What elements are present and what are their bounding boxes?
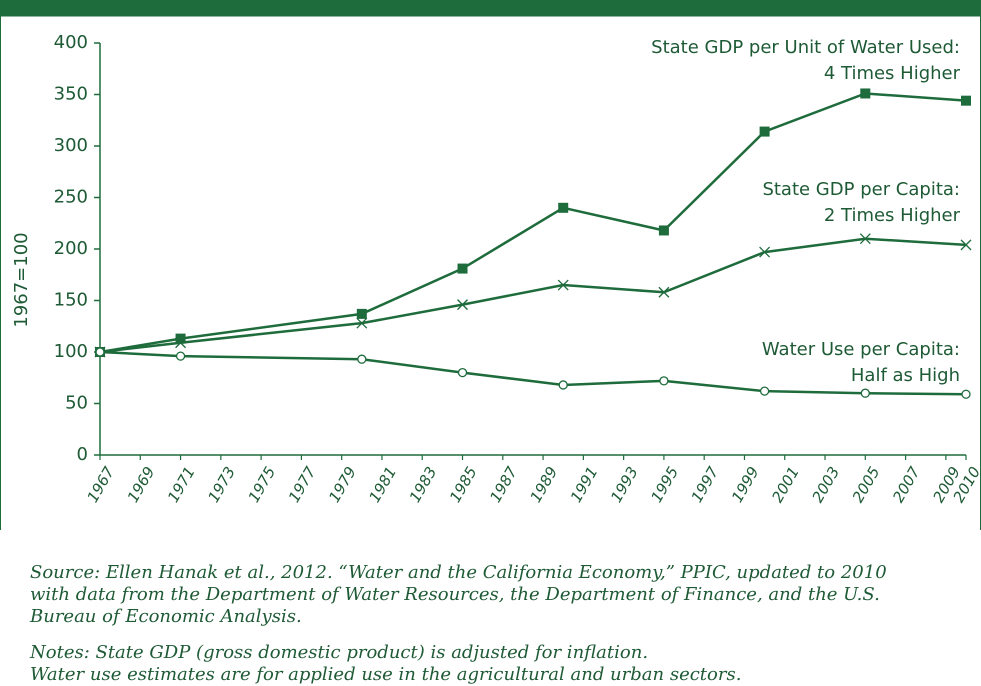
y-axis-label: 1967=100: [11, 232, 32, 327]
marker: [175, 351, 186, 361]
header-bar: [0, 0, 981, 16]
x-tick-label: 1979: [325, 464, 360, 506]
x-tick-label: 1985: [446, 464, 481, 506]
marker: [658, 286, 670, 298]
y-tick-label: 50: [65, 393, 88, 414]
marker: [175, 333, 186, 344]
marker: [175, 337, 187, 349]
marker: [457, 367, 468, 378]
x-tick-label: 1991: [567, 464, 602, 506]
x-tick-label: 2007: [889, 463, 924, 505]
footer-line: Source: Ellen Hanak et al., 2012. “Water…: [30, 562, 887, 583]
marker: [960, 239, 972, 251]
marker: [659, 376, 669, 386]
x-tick-label: 2003: [809, 464, 844, 506]
x-tick-label: 1997: [688, 463, 723, 505]
y-tick-label: 200: [54, 238, 88, 259]
footer-line: Water use estimates are for applied use …: [30, 664, 742, 685]
marker: [658, 225, 669, 236]
footer-line: Notes: State GDP (gross domestic product…: [30, 642, 649, 663]
y-tick-label: 350: [54, 84, 88, 105]
marker: [759, 386, 770, 396]
annotation: State GDP per Capita:: [762, 179, 960, 200]
y-tick-label: 400: [54, 32, 88, 53]
x-tick-label: 1977: [285, 463, 320, 505]
x-tick-label: 2001: [768, 464, 803, 506]
marker: [860, 88, 871, 99]
chart: 1967=100 0 50 100 150 200 250 300 350 400 1967 196…: [0, 0, 981, 530]
x-tick-label: 1981: [365, 464, 400, 506]
x-tick-label: 1995: [647, 464, 682, 506]
marker: [759, 126, 770, 137]
y-tick-label: 0: [77, 444, 88, 465]
marker: [859, 233, 871, 245]
x-tick-label: 1967: [83, 463, 118, 505]
marker: [860, 388, 870, 398]
annotation: State GDP per Unit of Water Used:: [651, 37, 960, 58]
x-tick-label: 1987: [486, 463, 521, 505]
marker: [961, 389, 971, 399]
marker: [357, 354, 367, 364]
x-tick-label: 1993: [607, 464, 642, 506]
marker: [961, 95, 971, 106]
y-tick-label: 250: [54, 187, 88, 208]
y-tick-label: 300: [54, 135, 88, 156]
x-tick-label: 1983: [406, 464, 441, 506]
marker: [759, 246, 771, 258]
marker: [457, 299, 468, 311]
footer-line: with data from the Department of Water R…: [30, 584, 880, 605]
y-tick-label: 100: [54, 341, 88, 362]
marker: [558, 202, 569, 213]
x-tick-label: 2005: [849, 464, 884, 506]
marker: [557, 279, 569, 291]
marker: [95, 347, 105, 357]
x-tick-label: 1969: [124, 464, 159, 506]
x-tick-label: 1975: [245, 464, 280, 506]
annotation: 4 Times Higher: [824, 63, 961, 84]
marker: [356, 317, 368, 329]
frame: [0, 15, 981, 530]
marker: [558, 380, 568, 390]
series-line: [99, 237, 967, 354]
x-tick-label: 1973: [204, 464, 239, 506]
x-tick-label: 1971: [164, 464, 199, 506]
x-tick-label: 1999: [728, 464, 763, 506]
marker: [356, 308, 367, 319]
marker: [457, 263, 468, 274]
x-tick-label: 1989: [527, 464, 562, 506]
y-tick-label: 150: [54, 290, 88, 311]
annotation: 2 Times Higher: [824, 205, 961, 226]
footer-line: Bureau of Economic Analysis.: [30, 606, 302, 627]
annotation: Half as High: [851, 365, 960, 386]
annotation: Water Use per Capita:: [762, 339, 960, 360]
